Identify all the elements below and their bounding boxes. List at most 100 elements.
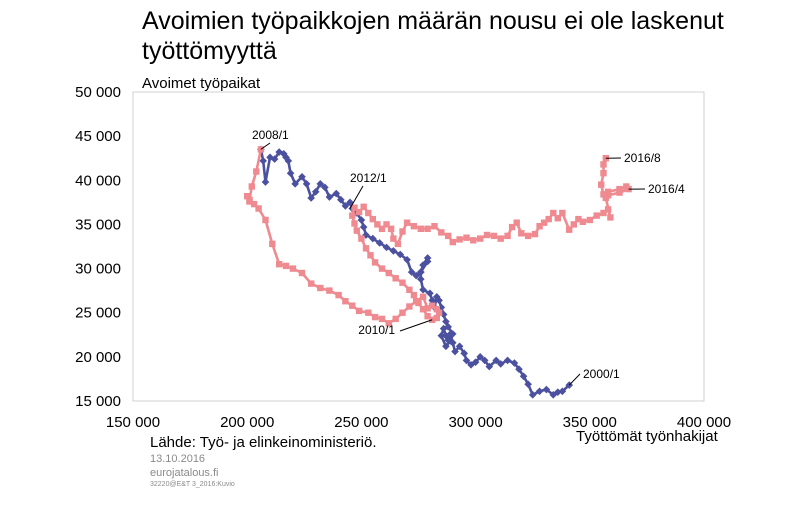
series-2-point-73 bbox=[463, 234, 470, 241]
series-2-point-60 bbox=[387, 225, 395, 232]
series-2-point-51 bbox=[349, 212, 356, 219]
series-1-point-76 bbox=[279, 150, 288, 158]
series-2-point-86 bbox=[540, 219, 548, 226]
series-2-point-77 bbox=[490, 232, 498, 240]
series-2-point-110 bbox=[600, 161, 607, 168]
series-1-point-54 bbox=[375, 239, 384, 247]
series-1-point-10 bbox=[510, 359, 519, 367]
series-2-point-99 bbox=[607, 214, 614, 221]
series-1-point-19 bbox=[462, 356, 471, 365]
series-2-point-107 bbox=[600, 191, 607, 198]
series-2-point-98 bbox=[604, 206, 612, 213]
series-1-point-4 bbox=[542, 385, 551, 394]
series-2-point-21 bbox=[365, 309, 372, 316]
series-1-point-27 bbox=[439, 324, 448, 333]
x-tick-labels: 150 000 200 000 250 000 300 000 350 000 400 0… bbox=[106, 414, 731, 431]
x-tick-label-1: 200 000 bbox=[220, 414, 274, 431]
series-1-point-49 bbox=[407, 268, 416, 276]
series-2-point-109 bbox=[600, 170, 607, 177]
series-2-point-16 bbox=[326, 287, 333, 294]
series-2-point-79 bbox=[504, 232, 511, 240]
series-2-point-50 bbox=[351, 220, 358, 227]
series-2-point-65 bbox=[410, 223, 418, 230]
series-1-point-20 bbox=[460, 349, 468, 358]
y-tick-label-3: 30 000 bbox=[75, 261, 121, 278]
series-2-point-27 bbox=[406, 303, 413, 310]
series-1-point-55 bbox=[369, 234, 377, 243]
series-2-point-87 bbox=[545, 215, 552, 223]
series-1-point-75 bbox=[282, 153, 290, 162]
series-1-point-52 bbox=[389, 247, 398, 255]
series-2-point-26 bbox=[399, 309, 406, 316]
series-2-point-32 bbox=[433, 306, 440, 313]
series-1-point-15 bbox=[480, 356, 489, 365]
series-2-point-97 bbox=[600, 209, 607, 217]
series-2-point-19 bbox=[349, 302, 356, 309]
series-2-point-0 bbox=[257, 146, 265, 153]
series-1-point-37 bbox=[432, 293, 441, 301]
series-2-point-96 bbox=[593, 212, 600, 219]
series-1-point-66 bbox=[321, 183, 329, 192]
site-name: eurojatalous.fi bbox=[150, 467, 219, 479]
series-1-point-69 bbox=[307, 194, 315, 202]
series-1-point-9 bbox=[515, 365, 523, 374]
series-2-point-75 bbox=[477, 235, 484, 242]
series-1-point-68 bbox=[311, 187, 320, 196]
series-2-point-29 bbox=[419, 293, 427, 300]
series-2-point-53 bbox=[355, 208, 363, 216]
series-1-point-44 bbox=[419, 261, 427, 269]
series-1-point-77 bbox=[275, 148, 283, 156]
series-2-point-101 bbox=[604, 188, 612, 195]
series-1-point-74 bbox=[284, 157, 293, 165]
series-1-point-26 bbox=[442, 331, 450, 340]
series-1-point-3 bbox=[549, 391, 558, 399]
series-2-point-5 bbox=[246, 198, 253, 205]
y-tick-label-1: 20 000 bbox=[75, 349, 121, 366]
series-2-point-102 bbox=[616, 185, 623, 193]
series-1-point-71 bbox=[298, 172, 306, 181]
series-1-point-40 bbox=[426, 289, 434, 298]
series-2-point-62 bbox=[394, 240, 402, 248]
series-2-point-17 bbox=[335, 291, 342, 299]
x-tick-label-2: 250 000 bbox=[334, 414, 388, 431]
annotation-leader-3 bbox=[568, 373, 581, 386]
series-2-point-2 bbox=[248, 183, 255, 190]
series-2-point-41 bbox=[399, 279, 406, 286]
series-2-point-36 bbox=[424, 313, 431, 320]
series-2-point-55 bbox=[365, 209, 372, 217]
series-1-point-23 bbox=[448, 338, 457, 347]
series-2-point-45 bbox=[371, 259, 379, 266]
publish-date: 13.10.2016 bbox=[150, 453, 206, 465]
series-1-point-41 bbox=[419, 285, 427, 294]
series-1-point-51 bbox=[396, 250, 405, 259]
figure-code: 32220@E&T 3_2016:Kuvio bbox=[150, 481, 235, 488]
series-1-point-39 bbox=[428, 296, 437, 305]
y-tick-label-5: 40 000 bbox=[75, 172, 121, 189]
series-2-point-49 bbox=[353, 227, 360, 234]
series-2-point-57 bbox=[374, 221, 381, 228]
series-2-point-22 bbox=[371, 313, 379, 321]
series-1-point-14 bbox=[485, 362, 494, 371]
annotation-leader-2 bbox=[399, 319, 433, 332]
series-2-point-61 bbox=[390, 235, 397, 242]
series-2-point-93 bbox=[575, 215, 582, 223]
series-2-point-48 bbox=[358, 235, 365, 242]
x-tick-label-3: 300 000 bbox=[448, 414, 502, 431]
series-2-point-78 bbox=[497, 235, 504, 242]
series-2-point-89 bbox=[554, 215, 561, 222]
series-2-point-1 bbox=[253, 168, 260, 175]
series-2-point-39 bbox=[410, 291, 418, 299]
series-2-point-64 bbox=[403, 219, 411, 226]
series-2-point-47 bbox=[362, 245, 370, 252]
plot-area bbox=[132, 91, 705, 402]
annotation-leader-0 bbox=[260, 142, 271, 150]
series-2-point-18 bbox=[342, 298, 349, 305]
series-2-point-54 bbox=[360, 203, 367, 210]
series-2-point-81 bbox=[513, 219, 520, 226]
y-tick-label-0: 15 000 bbox=[75, 393, 121, 410]
series-2-point-25 bbox=[392, 315, 399, 323]
series-1-point-12 bbox=[496, 360, 505, 368]
series-1-point-33 bbox=[442, 317, 450, 326]
series-2-point-30 bbox=[424, 305, 431, 312]
